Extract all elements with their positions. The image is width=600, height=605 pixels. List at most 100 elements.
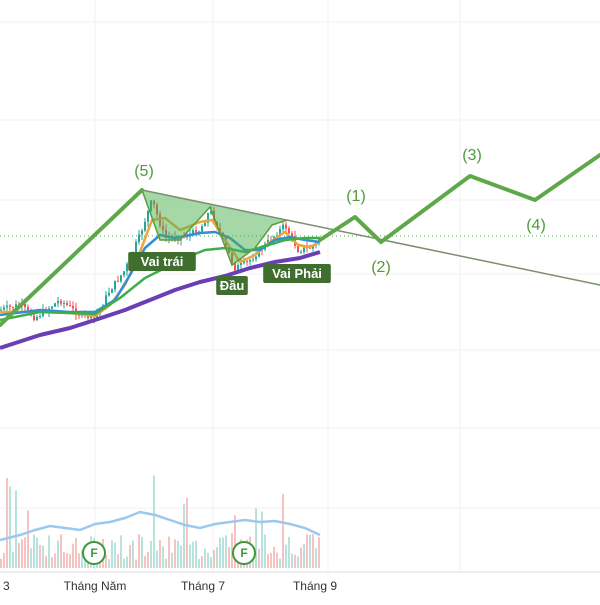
pattern-label-bg-0 — [128, 252, 196, 271]
candle-body — [60, 300, 62, 304]
x-tick-label-2: Tháng 7 — [181, 579, 225, 593]
volume-bar — [114, 542, 116, 568]
volume-bar — [291, 553, 293, 568]
volume-bar — [81, 550, 83, 568]
volume-bar — [75, 538, 77, 568]
candle-body — [312, 245, 314, 249]
volume-bar — [297, 556, 299, 568]
volume-bar — [300, 547, 302, 568]
candle-body — [237, 264, 239, 271]
wave-label-0: (5) — [134, 163, 154, 180]
candle-body — [246, 261, 248, 263]
volume-bar — [63, 551, 65, 568]
volume-bar — [195, 540, 197, 568]
volume-bar — [108, 559, 110, 568]
pattern-label-0: Vai trái — [141, 254, 184, 269]
volume-bar — [66, 552, 68, 568]
volume-bar — [309, 534, 311, 568]
volume-bar — [222, 537, 224, 568]
volume-bar — [120, 535, 122, 568]
pattern-label-2: Vai Phải — [272, 266, 322, 281]
volume-bar — [201, 556, 203, 568]
candle-body — [192, 230, 194, 234]
volume-bar — [285, 544, 287, 568]
candle-body — [285, 224, 287, 229]
volume-bar — [147, 551, 149, 568]
volume-bar — [186, 497, 188, 568]
volume-bar — [141, 536, 143, 568]
wave-projection-line — [318, 153, 600, 244]
wave-label-3: (3) — [462, 147, 482, 164]
pattern-outline — [141, 189, 288, 267]
volume-bar — [111, 540, 113, 568]
volume-bar — [228, 546, 230, 568]
candle-body — [267, 239, 269, 244]
candle-body — [66, 302, 68, 305]
volume-bar — [135, 559, 137, 568]
event-marker-label-0: F — [90, 546, 97, 560]
candle-body — [126, 263, 128, 272]
volume-bar — [258, 548, 260, 568]
ma-blue-line — [0, 230, 321, 317]
candle-body — [282, 224, 284, 230]
volume-bar — [255, 508, 257, 568]
candle-body — [123, 271, 125, 276]
pattern-fill — [142, 190, 287, 265]
candle-body — [6, 305, 8, 308]
volume-bar — [54, 553, 56, 568]
volume-bar — [261, 511, 263, 568]
volume-bar — [105, 554, 107, 568]
volume-bar — [168, 536, 170, 568]
volume-bar — [264, 534, 266, 568]
volume-bars — [0, 475, 321, 568]
volume-bar — [144, 556, 146, 568]
volume-bar — [69, 554, 71, 568]
candle-body — [69, 304, 71, 306]
volume-bar — [21, 539, 23, 568]
candle-body — [201, 226, 203, 232]
volume-bar — [270, 552, 272, 568]
candle-body — [255, 256, 257, 260]
candle-body — [51, 306, 53, 309]
annotation-labels: (5) (1) (2) (3) (4) Vai trái Đầu Vai Phải — [128, 147, 546, 295]
candle-body — [297, 245, 299, 253]
volume-bar — [267, 554, 269, 568]
candle-body — [72, 305, 74, 309]
candle-body — [210, 210, 212, 214]
volume-bar — [72, 543, 74, 568]
volume-bar — [294, 554, 296, 568]
x-tick-label-3: Tháng 9 — [293, 579, 337, 593]
candle-body — [114, 280, 116, 290]
volume-bar — [126, 556, 128, 568]
candle-body — [291, 233, 293, 237]
candle-body — [135, 241, 137, 253]
volume-bar — [315, 547, 317, 568]
volume-bar — [60, 534, 62, 568]
volume-bar — [57, 540, 59, 568]
volume-bar — [24, 537, 26, 568]
volume-bar — [207, 552, 209, 568]
candle-body — [207, 213, 209, 223]
pattern-label-bg-2 — [263, 264, 331, 283]
candle-body — [306, 247, 308, 249]
volume-bar — [183, 503, 185, 568]
volume-bar — [129, 544, 131, 568]
candle-body — [3, 307, 5, 310]
volume-bar — [159, 539, 161, 568]
wave-projection — [0, 153, 600, 327]
candle-body — [9, 305, 11, 307]
volume-bar — [192, 541, 194, 568]
volume-bar — [216, 547, 218, 568]
candle-body — [300, 251, 302, 253]
volume-bar — [6, 477, 8, 568]
volume-bar — [33, 534, 35, 568]
event-marker-label-1: F — [240, 546, 247, 560]
candle-body — [141, 230, 143, 235]
wave-5-line — [0, 188, 144, 327]
candle-body — [57, 300, 59, 304]
volume-bar — [180, 545, 182, 568]
candle-body — [249, 259, 251, 262]
volume-bar — [306, 534, 308, 568]
x-axis: 3 Tháng Năm Tháng 7 Tháng 9 — [0, 571, 600, 593]
